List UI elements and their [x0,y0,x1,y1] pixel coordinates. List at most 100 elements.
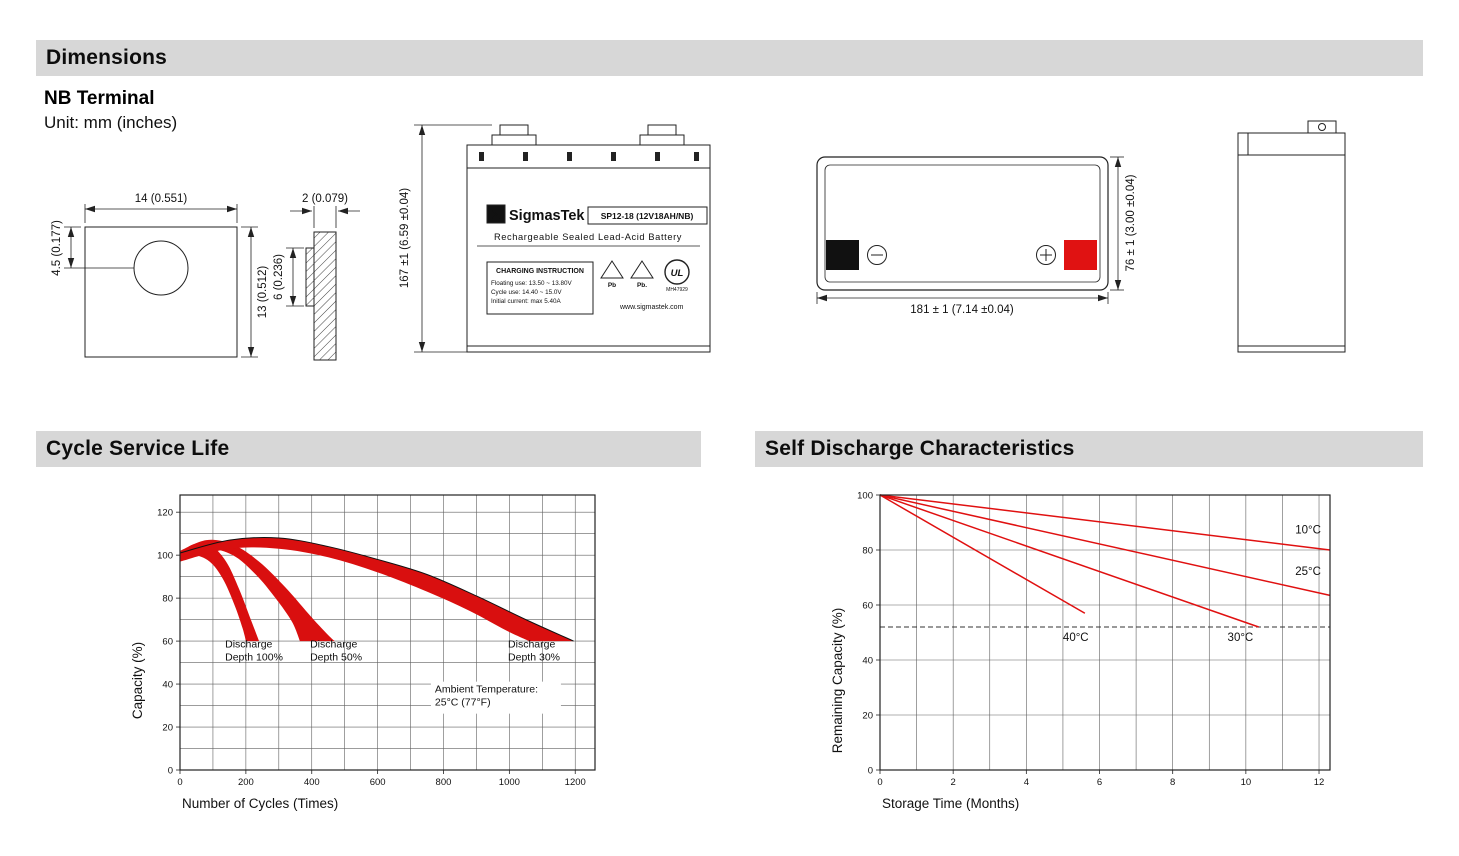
series-label: 10°C [1295,525,1321,537]
self-discharge-title: Self Discharge Characteristics [765,437,1075,460]
dimensions-section-header: Dimensions [36,40,1423,76]
x-tick-label: 600 [370,777,386,788]
y-tick-label: 60 [162,637,173,648]
dimension-drawings: 14 (0.551) 4.5 (0.177) 13 (0.512) 2 (0.0… [51,120,1346,361]
y-tick-label: 20 [862,711,873,722]
pb-label-2: Pb. [637,282,647,289]
brand-name: SigmasTek [509,208,585,224]
x-tick-label: 400 [304,777,320,788]
ul-mark-icon [664,259,690,285]
x-tick-label: 200 [238,777,254,788]
y-tick-label: 20 [162,723,173,734]
annotation-text: Ambient Temperature: [435,684,538,696]
battery-width-dim: 181 ± 1 (7.14 ±0.04) [910,304,1014,316]
x-tick-label: 800 [436,777,452,788]
y-tick-label: 80 [862,546,873,557]
x-tick-label: 0 [177,777,182,788]
series-label: 40°C [1063,632,1089,644]
brand-symbol: Σ [492,207,500,222]
y-tick-label: 40 [862,656,873,667]
website: www.sigmastek.com [619,304,684,311]
battery-front-drawing [414,124,711,353]
axis-ticks: 0 2 4 6 8 10 12 0 20 40 60 80 100 [857,491,1324,789]
charging-line-1: Floating use: 13.50 ~ 13.80V [491,280,572,287]
series-line [879,494,1259,628]
charging-title: CHARGING INSTRUCTION [496,268,584,275]
x-axis-label: Number of Cycles (Times) [182,796,338,811]
x-tick-label: 4 [1024,777,1029,788]
terminal-width-dim: 14 (0.551) [135,193,188,205]
terminal-depth-dim: 6 (0.236) [273,254,285,300]
chart-grid [880,495,1330,770]
terminal-hole [133,240,189,296]
discharge-depth-bands [179,536,574,642]
annotation-text: Discharge [310,639,357,651]
cycle-service-life-title: Cycle Service Life [46,437,230,460]
front-terminal-right [639,134,685,146]
side-terminal [1307,120,1337,134]
series-line [879,494,1331,597]
self-discharge-section-header: Self Discharge Characteristics [755,431,1423,467]
dimensions-section-title: Dimensions [46,46,168,69]
front-terminal-left [491,134,537,146]
nb-terminal-heading: NB Terminal [44,88,155,109]
y-axis-label: Remaining Capacity (%) [830,608,845,754]
x-axis-label: Storage Time (Months) [882,796,1019,811]
y-tick-label: 100 [857,491,873,502]
annotation-text: Depth 100% [225,652,283,664]
cycle-service-life-section-header: Cycle Service Life [36,431,701,467]
terminal-height-dim: 13 (0.512) [257,266,269,319]
ul-code: MH47929 [666,287,688,293]
charging-line-3: Initial current: max 5.40A [491,298,561,305]
terminal-side-drawing [286,206,360,361]
terminal-front-drawing [64,204,258,358]
y-tick-label: 40 [162,680,173,691]
battery-height-dim: 167 ±1 (6.59 ±0.04) [399,188,411,288]
x-tick-label: 12 [1314,777,1325,788]
y-tick-label: 100 [157,551,173,562]
x-tick-label: 10 [1241,777,1252,788]
unit-note: Unit: mm (inches) [44,113,178,132]
y-tick-label: 0 [168,766,173,777]
x-tick-label: 2 [951,777,956,788]
negative-terminal-marker [826,240,859,270]
x-tick-label: 1000 [499,777,520,788]
battery-type-line: Rechargeable Sealed Lead-Acid Battery [494,232,682,242]
pb-label-1: Pb [608,282,616,289]
annotation-text: Depth 50% [310,652,362,664]
plus-symbol-icon [1036,245,1056,265]
x-tick-label: 6 [1097,777,1102,788]
annotation-text: Depth 30% [508,652,560,664]
ul-text: UL [671,268,684,279]
charging-instruction-box [486,261,594,315]
annotation-text: Discharge [225,639,272,651]
y-tick-label: 0 [868,766,873,777]
minus-symbol-icon [867,245,887,265]
series-line [879,494,1331,551]
x-tick-label: 0 [877,777,882,788]
charging-line-2: Cycle use: 14.40 ~ 15.0V [491,289,562,296]
battery-top-drawing [816,156,1124,304]
band [180,539,335,642]
positive-terminal-marker [1064,240,1097,270]
plot-border [879,494,1331,771]
x-tick-label: 1200 [565,777,586,788]
annotation-text: Discharge [508,639,555,651]
recycle-pb-icon [600,260,624,279]
band [180,542,260,642]
battery-depth-dim: 76 ± 1 (3.00 ±0.04) [1125,174,1137,271]
temperature-series: 10°C 25°C 30°C 40°C [879,494,1331,644]
recycle-pb-crossed-icon [630,260,654,279]
series-label: 30°C [1228,632,1254,644]
annotation-text: 25°C (77°F) [435,697,491,709]
series-line [879,494,1086,614]
model-number: SP12-18 (12V18AH/NB) [601,211,694,221]
y-tick-label: 120 [157,508,173,519]
self-discharge-chart: 10°C 25°C 30°C 40°C 0 2 4 6 8 10 12 0 20 40 60 80 100 Sto… [830,491,1331,811]
x-tick-label: 8 [1170,777,1175,788]
y-tick-label: 80 [162,594,173,605]
y-tick-label: 60 [862,601,873,612]
battery-side-drawing [1237,120,1346,353]
